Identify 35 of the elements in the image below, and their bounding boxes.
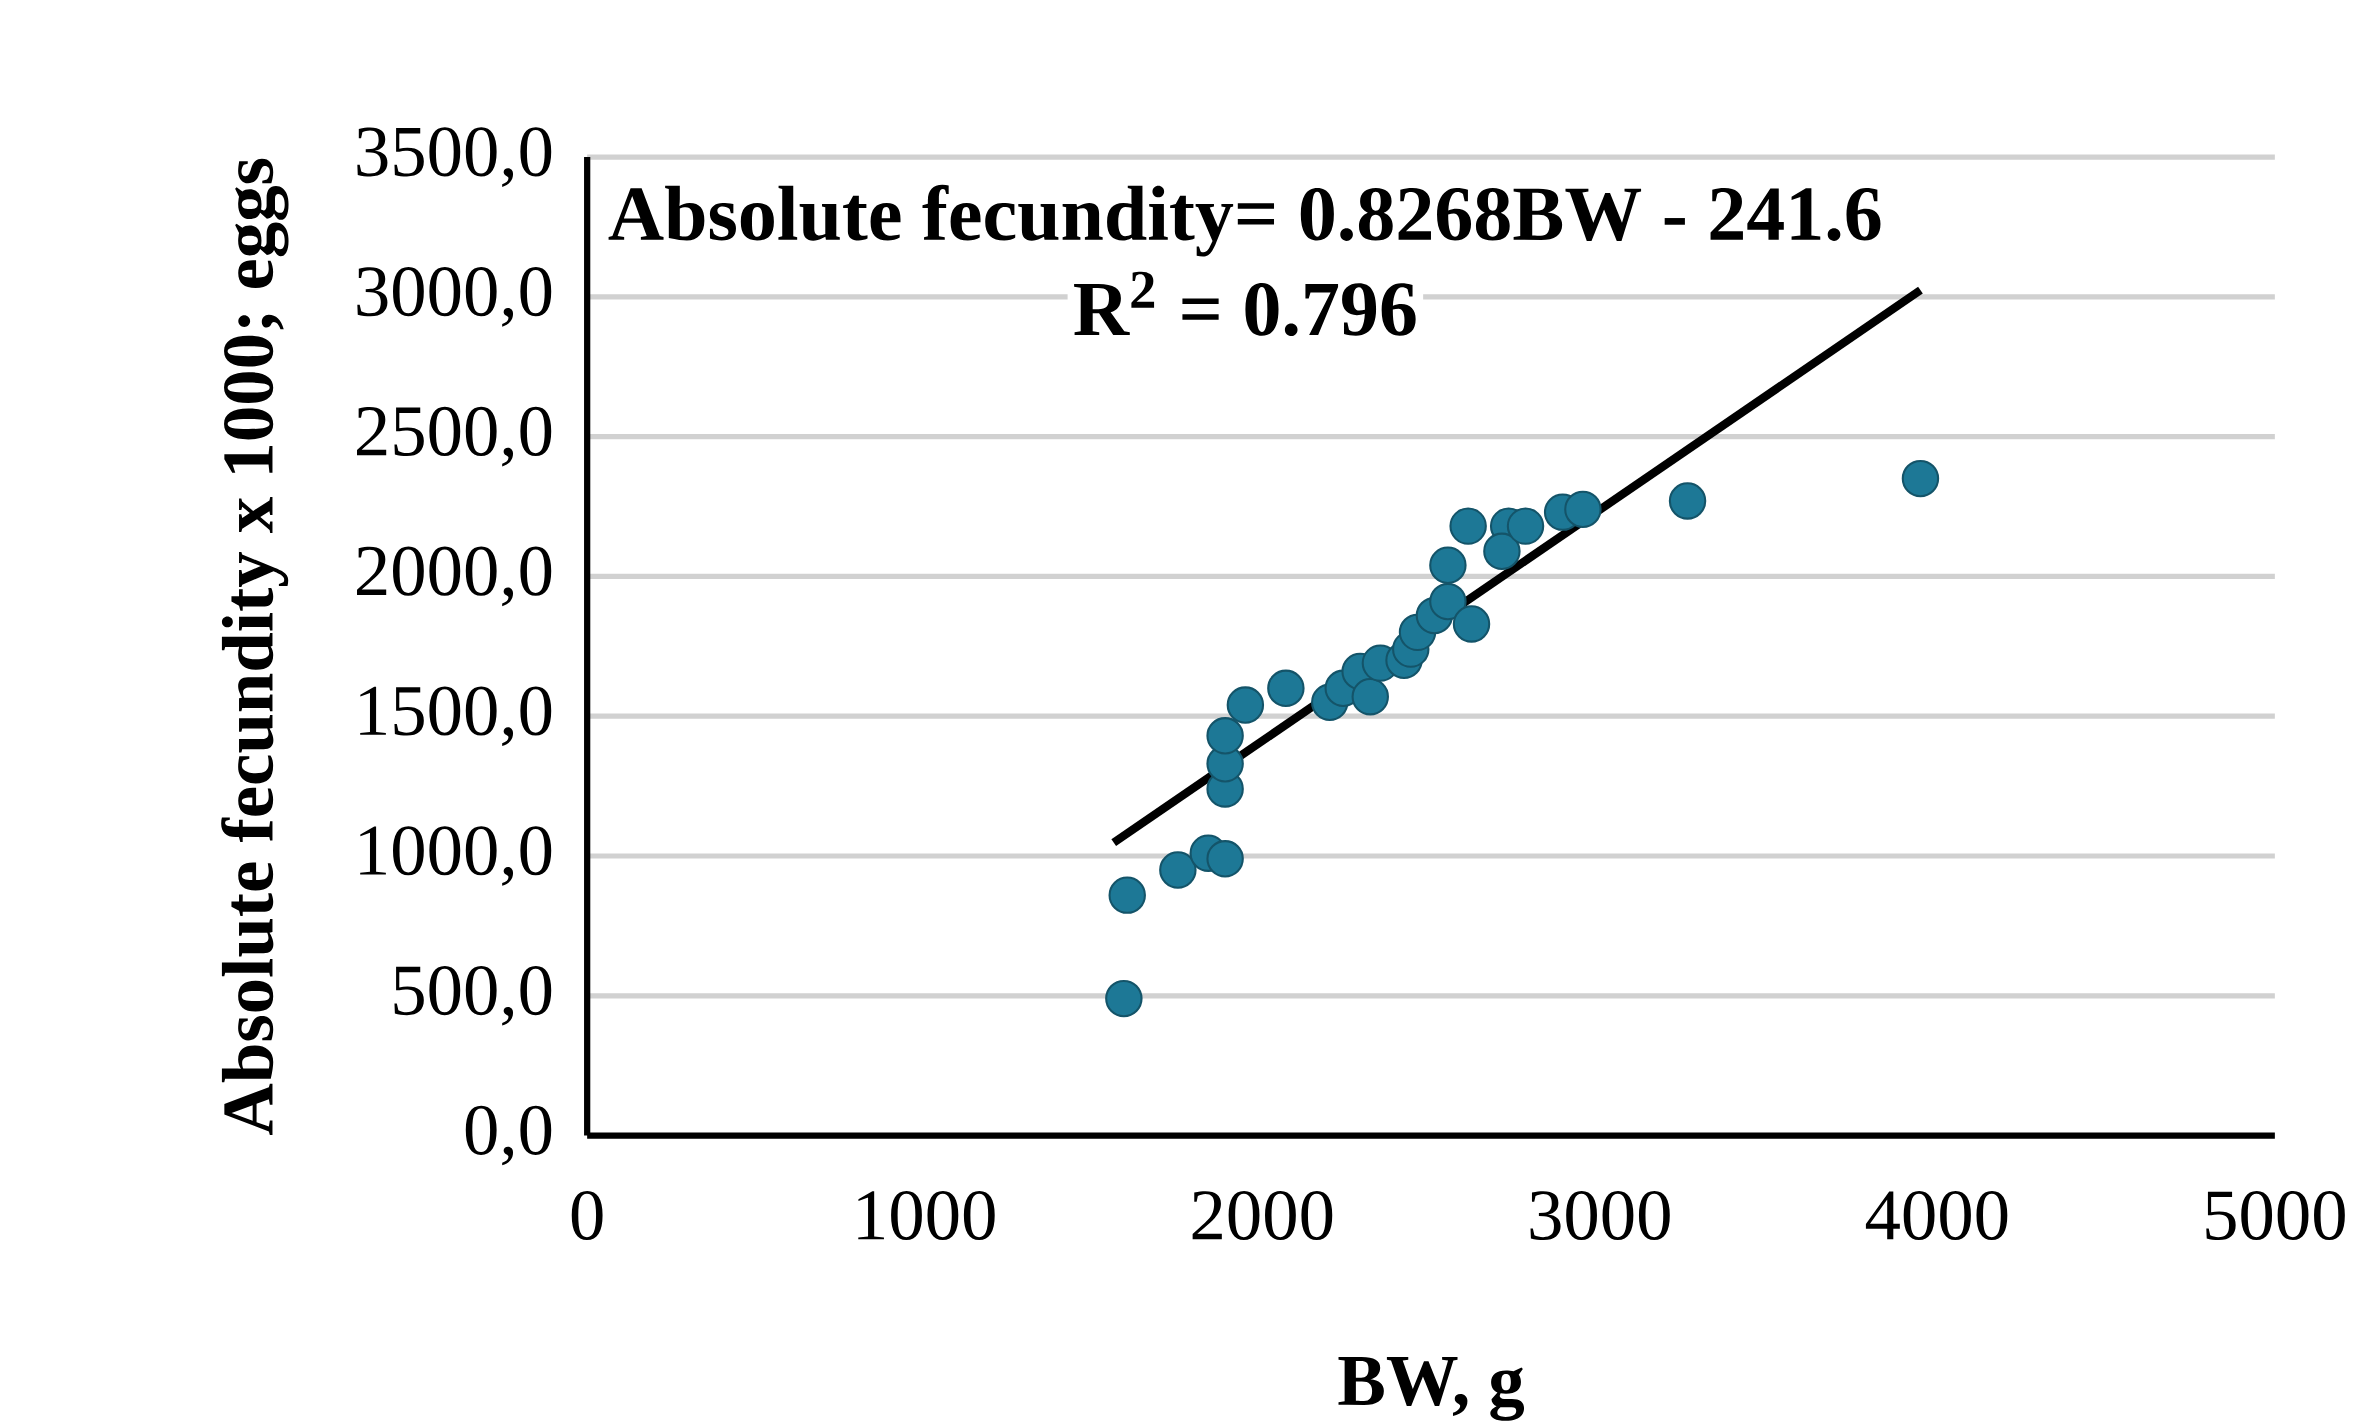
point	[1449, 507, 1487, 545]
y-tick-label: 2000,0	[357, 546, 552, 607]
x-tick-label: 1000	[858, 1190, 995, 1241]
x-tick-label: 4000	[1865, 1190, 2008, 1241]
x-tick-label: 0	[571, 1190, 603, 1241]
point	[1351, 677, 1389, 716]
y-tick-label: 2500,0	[357, 406, 552, 467]
point	[1564, 490, 1602, 529]
annotation: R$^{2}$ = 0.796	[1074, 271, 1416, 337]
point	[1267, 669, 1305, 707]
point	[1105, 979, 1143, 1018]
y-tick-label: 1000,0	[360, 826, 552, 886]
y-tick-label: 500,0	[394, 965, 552, 1026]
point	[1483, 532, 1521, 571]
x-tick-label: 2000	[1192, 1190, 1333, 1241]
point	[1668, 482, 1707, 520]
point	[1206, 717, 1244, 755]
point	[1429, 546, 1467, 584]
y-tick-label: 3000,0	[357, 267, 552, 327]
point	[1506, 507, 1545, 545]
point	[1206, 840, 1244, 878]
point	[1429, 582, 1467, 621]
point	[1108, 876, 1146, 914]
x-tick-label: 3000	[1530, 1190, 1670, 1241]
point	[1452, 605, 1491, 643]
annotation: Absolute fecundity= 0.8268BW - 241.6	[608, 184, 1881, 257]
y-tick-label: 0,0	[465, 1105, 552, 1166]
point	[1226, 686, 1265, 724]
x-axis-title: BW, g	[1338, 1357, 1525, 1421]
x-tick-label: 5000	[2206, 1190, 2345, 1241]
y-tick-label: 1500,0	[360, 686, 552, 747]
point	[1159, 851, 1197, 889]
point	[1901, 459, 1940, 498]
y-axis-title: Absolute fecundity x 1000; eggs	[221, 158, 289, 1135]
y-tick-label: 3500,0	[357, 127, 552, 187]
